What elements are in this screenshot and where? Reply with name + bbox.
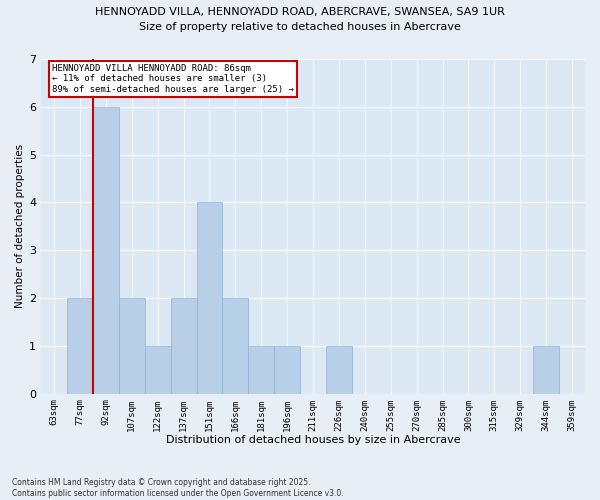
Text: Size of property relative to detached houses in Abercrave: Size of property relative to detached ho… <box>139 22 461 32</box>
Bar <box>274 346 300 394</box>
Bar <box>326 346 352 394</box>
Bar <box>223 298 248 394</box>
Bar <box>533 346 559 394</box>
Bar <box>145 346 170 394</box>
Y-axis label: Number of detached properties: Number of detached properties <box>15 144 25 308</box>
Bar <box>248 346 274 394</box>
Bar <box>197 202 223 394</box>
Bar <box>93 107 119 394</box>
Text: HENNOYADD VILLA HENNOYADD ROAD: 86sqm
← 11% of detached houses are smaller (3)
8: HENNOYADD VILLA HENNOYADD ROAD: 86sqm ← … <box>52 64 294 94</box>
Bar <box>170 298 197 394</box>
Bar <box>119 298 145 394</box>
Text: HENNOYADD VILLA, HENNOYADD ROAD, ABERCRAVE, SWANSEA, SA9 1UR: HENNOYADD VILLA, HENNOYADD ROAD, ABERCRA… <box>95 8 505 18</box>
Text: Contains HM Land Registry data © Crown copyright and database right 2025.
Contai: Contains HM Land Registry data © Crown c… <box>12 478 344 498</box>
Bar <box>67 298 93 394</box>
X-axis label: Distribution of detached houses by size in Abercrave: Distribution of detached houses by size … <box>166 435 460 445</box>
